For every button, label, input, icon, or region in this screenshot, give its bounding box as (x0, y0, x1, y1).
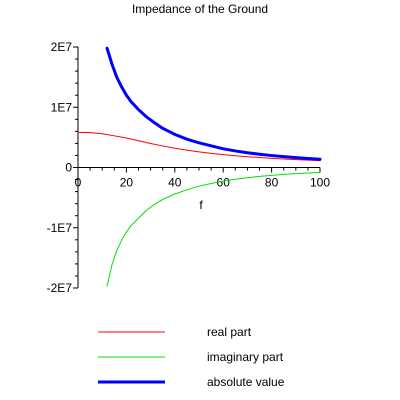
x-tick-label: 100 (310, 176, 330, 190)
y-tick-label: -2E7 (47, 281, 73, 295)
legend: real part imaginary part absolute value (98, 325, 285, 389)
tick-labels: 0 20 40 60 80 100 2E7 1E7 0 -1E7 -2E7 (47, 40, 331, 295)
x-tick-label: 80 (265, 176, 279, 190)
chart-title: Impedance of the Ground (132, 2, 268, 16)
y-tick-label: 1E7 (51, 100, 73, 114)
x-tick-label: 0 (75, 176, 82, 190)
legend-label-real-part: real part (207, 325, 252, 339)
series-layer (77, 46, 322, 287)
series-imaginary-part-line (106, 172, 321, 287)
series-real-part-line (77, 131, 321, 162)
y-tick-label: 0 (65, 161, 72, 175)
x-tick-label: 40 (168, 176, 182, 190)
axis-ticks (73, 46, 321, 289)
legend-label-absolute-value: absolute value (207, 375, 285, 389)
legend-label-imaginary-part: imaginary part (207, 350, 284, 364)
x-axis-label: f (199, 198, 203, 212)
y-tick-label: -1E7 (47, 221, 73, 235)
series-absolute-value-line (105, 46, 322, 161)
x-tick-label: 60 (217, 176, 231, 190)
x-tick-label: 20 (120, 176, 134, 190)
y-tick-label: 2E7 (51, 40, 73, 54)
